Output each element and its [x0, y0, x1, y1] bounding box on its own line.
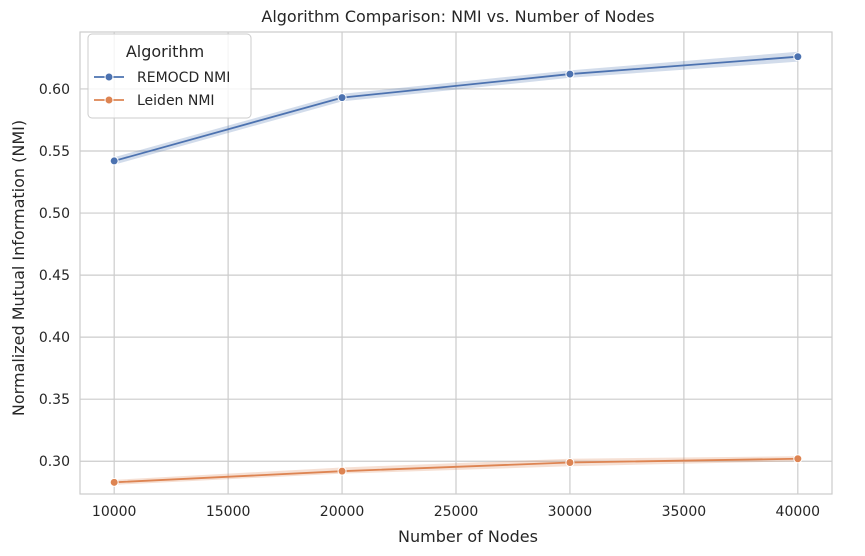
x-tick-labels: 10000 15000 20000 25000 30000 35000 40000 [92, 504, 820, 520]
legend-item-remocd-nmi: REMOCD NMI [94, 70, 230, 86]
chart-title: Algorithm Comparison: NMI vs. Number of … [261, 7, 654, 26]
remocd-nmi-band [114, 51, 798, 165]
x-tick-label: 35000 [662, 504, 707, 520]
remocd-nmi-point [793, 52, 803, 62]
legend-point-marker [104, 95, 114, 105]
legend: Algorithm REMOCD NMI Leiden NMI [87, 33, 252, 119]
y-tick-label: 0.45 [39, 268, 70, 284]
x-tick-label: 15000 [206, 504, 251, 520]
remocd-nmi-line [113, 55, 798, 162]
legend-box [87, 33, 252, 119]
plot-frame [79, 31, 833, 495]
series-lines [113, 55, 798, 484]
leiden-nmi-point [109, 477, 119, 487]
x-tick-label: 40000 [776, 504, 821, 520]
grid-lines [80, 32, 832, 494]
legend-label: Leiden NMI [137, 93, 215, 109]
legend-label: REMOCD NMI [137, 70, 230, 86]
y-tick-labels: 0.30 0.35 0.40 0.45 0.50 0.55 0.60 [39, 82, 70, 470]
x-tick-label: 30000 [548, 504, 593, 520]
x-tick-label: 25000 [434, 504, 479, 520]
legend-items: REMOCD NMI Leiden NMI [94, 70, 230, 109]
data-points [109, 52, 803, 487]
leiden-nmi-band [114, 456, 798, 485]
leiden-nmi-point [565, 457, 575, 467]
legend-title: Algorithm [126, 42, 204, 61]
x-axis-label: Number of Nodes [398, 527, 538, 546]
y-tick-label: 0.30 [39, 454, 70, 470]
confidence-bands [114, 51, 798, 485]
y-tick-label: 0.50 [39, 206, 70, 222]
remocd-nmi-point [565, 69, 575, 79]
remocd-nmi-point [337, 93, 347, 103]
leiden-nmi-point [337, 466, 347, 476]
leiden-nmi-point [793, 454, 803, 464]
remocd-nmi-point [109, 156, 119, 166]
legend-item-leiden-nmi: Leiden NMI [94, 93, 215, 109]
y-tick-label: 0.40 [39, 330, 70, 346]
legend-point-marker [104, 72, 114, 82]
y-tick-label: 0.60 [39, 82, 70, 98]
x-tick-label: 10000 [92, 504, 137, 520]
y-axis-label: Normalized Mutual Information (NMI) [9, 120, 28, 416]
leiden-nmi-line [114, 457, 798, 484]
x-tick-label: 20000 [320, 504, 365, 520]
y-tick-label: 0.35 [39, 392, 70, 408]
y-tick-label: 0.55 [39, 144, 70, 160]
